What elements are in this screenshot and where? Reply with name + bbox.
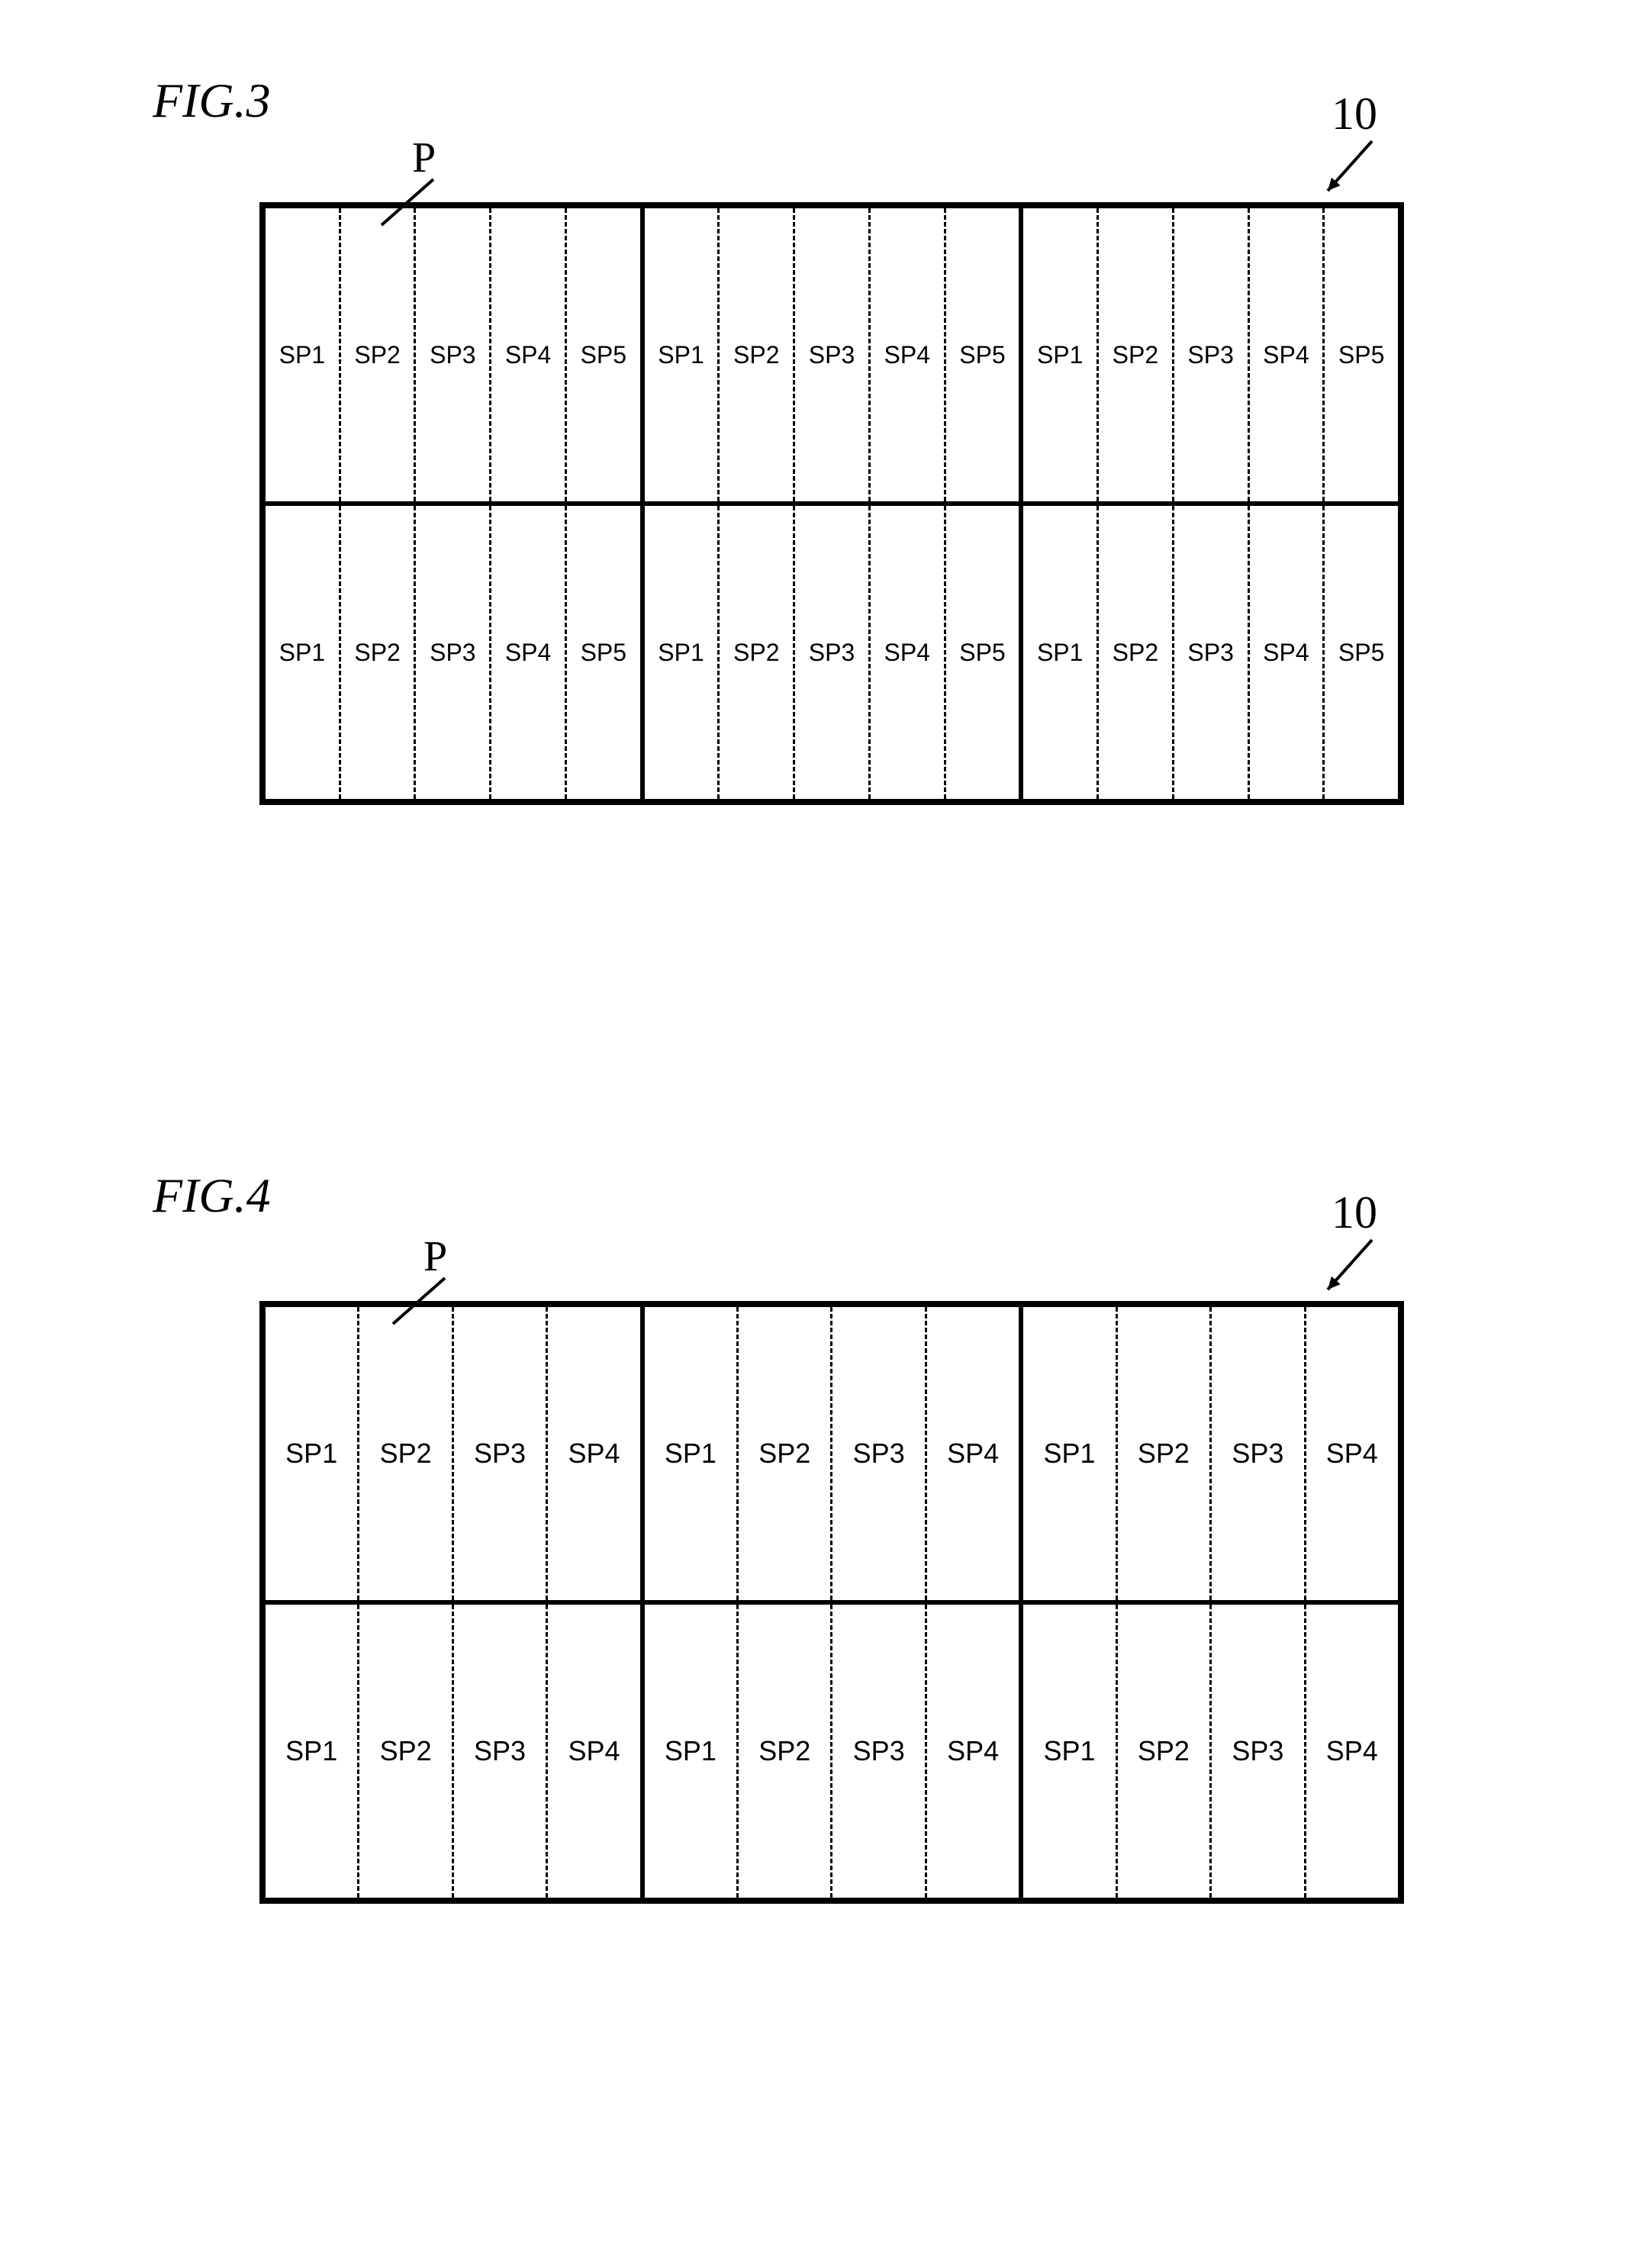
subpixel: SP1 — [645, 1605, 739, 1898]
subpixel: SP2 — [739, 1605, 832, 1898]
subpixel: SP3 — [1174, 208, 1250, 501]
subpixel: SP4 — [1250, 506, 1325, 799]
subpixel: SP4 — [1250, 208, 1325, 501]
subpixel: SP2 — [1099, 208, 1174, 501]
pixel-cell: SP1SP2SP3SP4 — [263, 1305, 642, 1602]
subpixel: SP2 — [720, 208, 795, 501]
pixel-grid: SP1SP2SP3SP4SP5SP1SP2SP3SP4SP5SP1SP2SP3S… — [259, 202, 1404, 805]
pixel-cell: SP1SP2SP3SP4 — [1021, 1602, 1400, 1900]
subpixel: SP3 — [454, 1307, 548, 1600]
pixel-cell: SP1SP2SP3SP4SP5 — [1021, 206, 1400, 504]
figure-label: FIG.3 — [153, 72, 271, 129]
subpixel: SP2 — [1118, 1307, 1212, 1600]
subpixel: SP5 — [1325, 208, 1398, 501]
subpixel: SP1 — [645, 506, 720, 799]
pixel-cell: SP1SP2SP3SP4SP5 — [263, 206, 642, 504]
subpixel: SP2 — [1118, 1605, 1212, 1898]
subpixel: SP2 — [359, 1307, 453, 1600]
subpixel: SP4 — [1306, 1307, 1398, 1600]
leader-line — [1305, 118, 1395, 214]
subpixel: SP1 — [1023, 208, 1099, 501]
subpixel: SP5 — [567, 208, 640, 501]
subpixel: SP1 — [645, 1307, 739, 1600]
pixel-cell: SP1SP2SP3SP4SP5 — [1021, 504, 1400, 801]
subpixel: SP5 — [946, 208, 1019, 501]
figure-label: FIG.4 — [153, 1167, 271, 1224]
subpixel: SP3 — [832, 1605, 926, 1898]
subpixel: SP4 — [548, 1605, 639, 1898]
pixel-cell: SP1SP2SP3SP4SP5 — [263, 504, 642, 801]
subpixel: SP5 — [1325, 506, 1398, 799]
subpixel: SP4 — [927, 1605, 1019, 1898]
subpixel: SP4 — [871, 506, 946, 799]
subpixel: SP3 — [1174, 506, 1250, 799]
page: { "figures": [ { "label": "FIG.3", "labe… — [0, 0, 1652, 2254]
subpixel: SP2 — [341, 208, 417, 501]
subpixel: SP3 — [795, 506, 871, 799]
subpixel: SP1 — [1023, 1307, 1117, 1600]
subpixel: SP1 — [266, 1605, 359, 1898]
subpixel: SP2 — [720, 506, 795, 799]
subpixel: SP1 — [1023, 1605, 1117, 1898]
subpixel: SP2 — [739, 1307, 832, 1600]
pixel-cell: SP1SP2SP3SP4 — [642, 1305, 1022, 1602]
subpixel: SP4 — [927, 1307, 1019, 1600]
subpixel: SP3 — [795, 208, 871, 501]
subpixel: SP3 — [454, 1605, 548, 1898]
pixel-cell: SP1SP2SP3SP4 — [642, 1602, 1022, 1900]
pixel-cell: SP1SP2SP3SP4 — [263, 1602, 642, 1900]
pixel-cell: SP1SP2SP3SP4SP5 — [642, 504, 1022, 801]
subpixel: SP3 — [1212, 1307, 1306, 1600]
subpixel: SP4 — [491, 506, 567, 799]
subpixel: SP2 — [341, 506, 417, 799]
subpixel: SP3 — [832, 1307, 926, 1600]
subpixel: SP1 — [266, 208, 341, 501]
subpixel: SP5 — [567, 506, 640, 799]
pixel-grid: SP1SP2SP3SP4SP1SP2SP3SP4SP1SP2SP3SP4SP1S… — [259, 1301, 1404, 1904]
subpixel: SP1 — [266, 506, 341, 799]
subpixel: SP2 — [359, 1605, 453, 1898]
subpixel: SP3 — [416, 208, 491, 501]
subpixel: SP5 — [946, 506, 1019, 799]
subpixel: SP3 — [1212, 1605, 1306, 1898]
pixel-cell: SP1SP2SP3SP4SP5 — [642, 206, 1022, 504]
subpixel: SP4 — [1306, 1605, 1398, 1898]
pixel-cell: SP1SP2SP3SP4 — [1021, 1305, 1400, 1602]
subpixel: SP4 — [871, 208, 946, 501]
subpixel: SP1 — [645, 208, 720, 501]
subpixel: SP3 — [416, 506, 491, 799]
leader-line — [1305, 1217, 1395, 1312]
subpixel: SP2 — [1099, 506, 1174, 799]
subpixel: SP4 — [548, 1307, 639, 1600]
subpixel: SP1 — [266, 1307, 359, 1600]
subpixel: SP4 — [491, 208, 567, 501]
subpixel: SP1 — [1023, 506, 1099, 799]
